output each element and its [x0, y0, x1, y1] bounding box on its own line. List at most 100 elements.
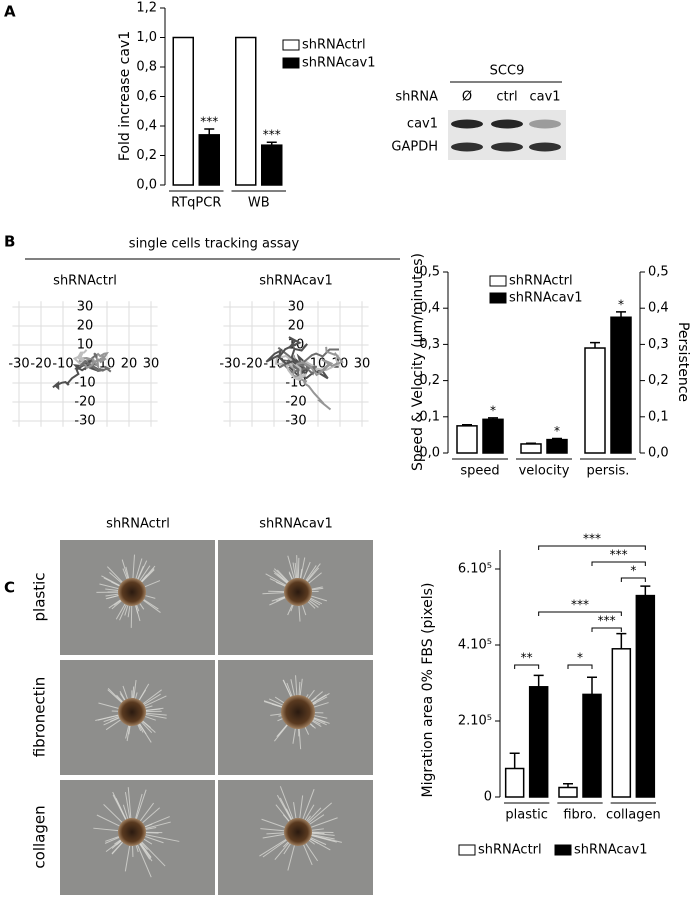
y-axis-label: Fold increase cav1 [117, 31, 133, 161]
comparison-label: *** [571, 598, 589, 612]
y-tick-label: 1,2 [136, 1, 157, 16]
cell-track [84, 351, 109, 370]
y2-tick-label: 0,5 [648, 265, 669, 280]
y-tick-label: 6.10⁵ [458, 562, 492, 577]
cell-sprout [261, 818, 285, 828]
cell-sprout [307, 601, 316, 609]
cell-sprout [143, 693, 161, 706]
cell-sprout [132, 686, 135, 699]
cell-sprout [139, 723, 147, 735]
cell-sprout [290, 679, 296, 699]
cell-sprout [135, 845, 139, 853]
x-tick-label: 20 [121, 357, 138, 372]
legend-label: shRNAcav1 [302, 56, 376, 71]
cell-track [274, 354, 307, 382]
lane-label: ctrl [496, 90, 517, 105]
cell-sprout [122, 568, 128, 580]
cell-track [79, 359, 112, 373]
blot-band [529, 142, 561, 152]
y-tick-label: 0,3 [419, 337, 440, 352]
y-tick-label: -20 [74, 395, 95, 410]
cell-sprout [95, 714, 119, 721]
cell-sprout [104, 836, 120, 844]
cell-sprout [300, 557, 306, 579]
error-bar [590, 341, 600, 349]
cell-sprout [145, 836, 164, 844]
comparison-label: *** [610, 548, 628, 562]
x-tick-label: -20 [30, 357, 51, 372]
cell-sprout [122, 804, 129, 819]
cell-sprout [105, 840, 122, 853]
x-tick-label: collagen [606, 808, 661, 823]
blot-band [491, 119, 523, 129]
cell-sprout [279, 797, 292, 820]
y-tick-label: 0,5 [419, 265, 440, 280]
cell-sprout [141, 721, 153, 734]
cell-sprout [295, 675, 298, 699]
x-tick-label: -20 [241, 357, 262, 372]
x-tick-label: 30 [143, 357, 160, 372]
cell-sprout [105, 595, 119, 600]
y-axis-label: Speed & Velocity (µm/minutes) [410, 253, 426, 471]
cell-sprout [304, 804, 315, 821]
cell-sprout [127, 605, 131, 618]
cell-sprout [135, 692, 138, 699]
error-bar [509, 752, 520, 769]
cell-sprout [127, 787, 132, 819]
spheroid [284, 818, 312, 846]
cell-sprout [111, 842, 124, 855]
cell-sprout [145, 716, 156, 721]
x-tick-label: fibro. [563, 808, 596, 823]
cell-sprout [105, 719, 121, 731]
panel-letter: C [4, 579, 15, 597]
bar [558, 786, 578, 798]
cell-sprout [287, 845, 295, 871]
y2-tick-label: 0,4 [648, 301, 669, 316]
bar [582, 693, 602, 798]
cell-sprout [271, 596, 285, 602]
cell-sprout [121, 559, 129, 579]
cell-sprout [311, 834, 335, 840]
spheroid [118, 698, 146, 726]
cell-track [292, 348, 339, 376]
cell-sprout [298, 605, 301, 622]
x-tick-label: plastic [505, 808, 547, 823]
cell-sprout [111, 600, 122, 610]
x-tick-label: -30 [219, 357, 240, 372]
y-axis-label: Migration area 0% FBS (pixels) [420, 583, 436, 798]
cell-track [265, 336, 302, 365]
image-column-title: shRNAcav1 [259, 517, 333, 532]
cell-sprout [309, 693, 330, 706]
error-bar [587, 676, 597, 695]
cell-sprout [137, 844, 152, 878]
cell-track [281, 353, 329, 380]
y2-tick-label: 0,3 [648, 337, 669, 352]
cell-sprout [308, 802, 333, 824]
cell-sprout [262, 592, 285, 595]
cell-sprout [293, 802, 297, 819]
cell-sprout [311, 832, 325, 834]
cell-sprout [276, 722, 290, 738]
cell-sprout [109, 571, 122, 584]
cell-sprout [116, 694, 123, 703]
cell-sprout [137, 565, 144, 580]
cell-sprout [145, 827, 157, 830]
cell-sprout [305, 843, 319, 862]
y-tick-label: 0,0 [136, 178, 157, 193]
bar [261, 144, 283, 186]
y2-tick-label: 0,0 [648, 446, 669, 461]
cell-sprout [142, 720, 156, 733]
lane-label: Ø [462, 90, 472, 105]
x-tick-label: WB [248, 196, 270, 211]
cell-sprout [142, 807, 161, 824]
cell-sprout [145, 595, 156, 599]
cell-sprout [138, 724, 144, 733]
cell-sprout [107, 689, 123, 703]
cell-sprout [143, 599, 161, 613]
cell-sprout [139, 843, 153, 862]
cell-sprout [288, 572, 293, 580]
cell-sprout [302, 789, 315, 820]
cell-sprout [99, 583, 119, 590]
tracking-plot-title: shRNActrl [53, 274, 117, 289]
cell-sprout [309, 838, 331, 851]
